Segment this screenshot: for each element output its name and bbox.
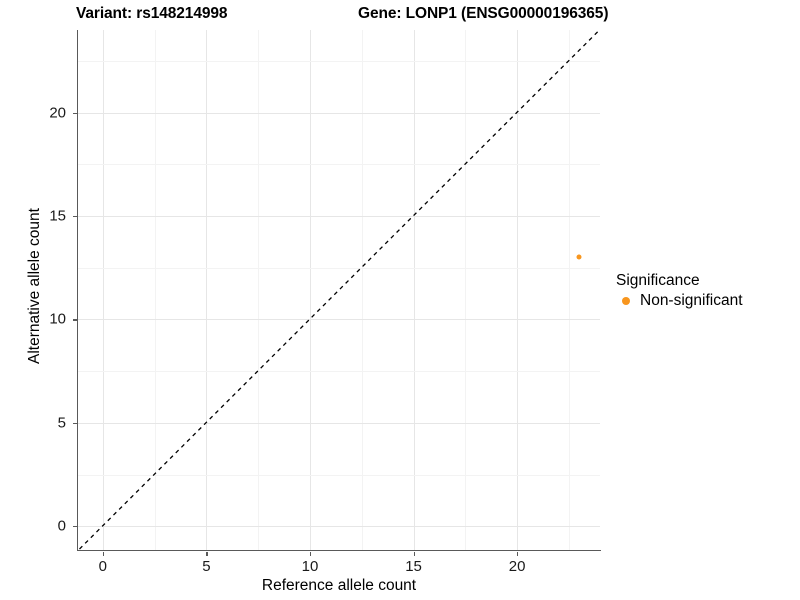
- gridline-minor: [569, 30, 570, 551]
- plot-panel: [78, 30, 600, 551]
- legend-label: Non-significant: [640, 292, 743, 309]
- gridline-minor: [78, 475, 600, 476]
- legend-entries: Non-significant: [616, 292, 743, 310]
- legend-key: [616, 292, 636, 310]
- gridline-minor: [258, 30, 259, 551]
- gridline-minor: [362, 30, 363, 551]
- gridline-minor: [78, 61, 600, 62]
- gridline-major: [206, 30, 207, 551]
- grid-layer: [78, 30, 600, 551]
- legend-title: Significance: [616, 272, 700, 289]
- x-tick-mark: [413, 552, 415, 556]
- x-tick-label: 0: [98, 558, 108, 575]
- gridline-minor: [78, 371, 600, 372]
- x-tick-label: 15: [405, 558, 422, 575]
- gridline-minor: [465, 30, 466, 551]
- y-tick-mark: [73, 422, 77, 424]
- y-tick-mark: [73, 526, 77, 528]
- x-tick-label: 10: [301, 558, 319, 575]
- legend: Significance Non-significant: [616, 272, 743, 310]
- y-tick-mark: [73, 216, 77, 218]
- x-tick-mark: [102, 552, 105, 556]
- identity-line: [79, 30, 600, 550]
- gridline-minor: [78, 164, 600, 165]
- x-tick-mark: [517, 552, 519, 556]
- y-axis-line: [77, 30, 79, 551]
- y-tick-label: 15: [49, 207, 66, 225]
- x-tick-mark: [206, 552, 208, 556]
- data-point[interactable]: [576, 254, 582, 260]
- x-tick-label: 5: [202, 558, 211, 575]
- legend-dot-icon: [622, 297, 630, 305]
- x-tick-label: 20: [508, 558, 526, 575]
- gridline-minor: [155, 30, 156, 551]
- gridline-major: [78, 526, 600, 527]
- gridline-major: [78, 216, 600, 217]
- y-tick-label: 20: [49, 104, 66, 122]
- y-tick-mark: [73, 319, 77, 321]
- x-tick-mark: [310, 552, 312, 556]
- legend-item[interactable]: Non-significant: [616, 292, 743, 310]
- gridline-minor: [78, 268, 600, 269]
- gridline-major: [103, 30, 104, 551]
- gridline-major: [78, 319, 600, 320]
- y-tick-label: 5: [57, 414, 66, 432]
- gridline-major: [310, 30, 311, 551]
- y-tick-mark: [73, 112, 77, 114]
- y-tick-label: 0: [57, 517, 66, 535]
- y-axis-label: Alternative allele count: [26, 208, 43, 364]
- gridline-major: [414, 30, 415, 551]
- gridline-major: [517, 30, 518, 551]
- gridline-major: [78, 113, 600, 114]
- gene-title: Gene: LONP1 (ENSG00000196365): [358, 5, 609, 22]
- x-axis-label: Reference allele count: [261, 577, 417, 594]
- gridline-major: [78, 423, 600, 424]
- variant-title: Variant: rs148214998: [76, 5, 228, 22]
- x-axis-line: [78, 550, 601, 552]
- y-tick-label: 10: [49, 310, 66, 328]
